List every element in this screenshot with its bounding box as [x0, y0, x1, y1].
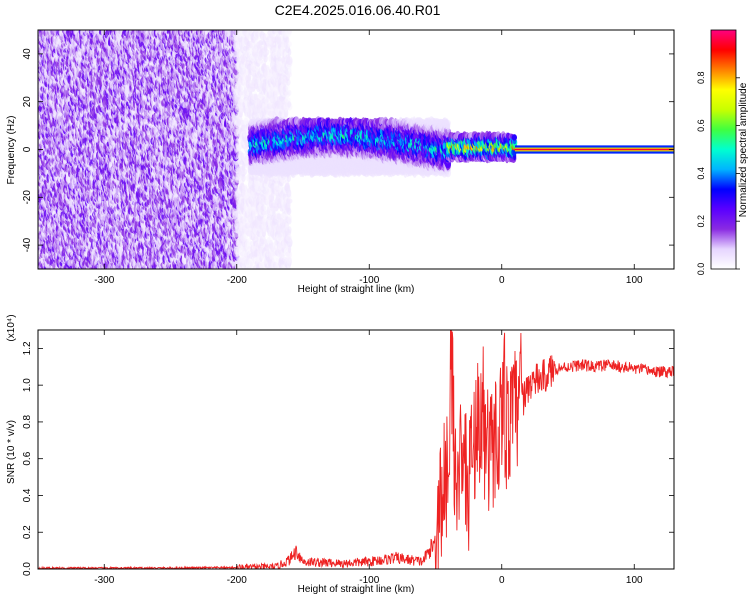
snr-y-tick-label: 0.0 — [22, 562, 33, 576]
colorbar: 0.0 0.2 0.4 0.6 0.8 Normalized spectral ampl… — [696, 30, 749, 275]
spectrogram-region — [247, 116, 451, 178]
colorbar-tick-label: 0.8 — [696, 72, 706, 85]
colorbar-tick-label: 0.2 — [696, 215, 706, 228]
spectrogram-region — [446, 131, 518, 164]
spectrogram-x-tick-label: 100 — [626, 275, 643, 286]
snr-y-tick-label: 1.2 — [22, 341, 33, 355]
snr-x-tick-label: 100 — [626, 575, 643, 586]
spectrogram-y-tick-label: -20 — [22, 190, 33, 205]
snr-y-tick-label: 0.6 — [22, 451, 33, 465]
snr-y-tick-label: 0.8 — [22, 415, 33, 429]
spectrogram-y-tick-label: 20 — [22, 96, 33, 108]
spectrogram-y-tick-label: 0 — [22, 146, 33, 152]
snr-y-tick-label: 1.0 — [22, 378, 33, 392]
snr-y-tick-label: 0.2 — [22, 525, 33, 539]
snr-y-axis-label: SNR (10 * v/v) — [6, 420, 17, 484]
snr-x-tick-label: 0 — [499, 575, 505, 586]
snr-y-tick-label: 0.4 — [22, 488, 33, 502]
colorbar-label: Normalized spectral amplitude — [738, 82, 749, 217]
spectrogram-region — [515, 145, 674, 153]
spectrogram-y-tick-label: -40 — [22, 237, 33, 252]
spectrogram-y-axis-label: Frequency (Hz) — [6, 116, 17, 185]
snr-x-tick-label: -200 — [227, 575, 247, 586]
snr-x-tick-label: -300 — [94, 575, 114, 586]
colorbar-tick-label: 0.4 — [696, 167, 706, 180]
spectrogram-x-tick-label: 0 — [499, 275, 505, 286]
spectrogram-region — [35, 25, 240, 273]
snr-multiplier-label: (x10⁴) — [6, 314, 17, 341]
spectrogram-x-tick-label: -200 — [227, 275, 247, 286]
spectrogram-x-tick-label: -300 — [94, 275, 114, 286]
spectrogram-y-tick-label: 40 — [22, 48, 33, 60]
snr-x-axis-label: Height of straight line (km) — [298, 584, 415, 595]
colorbar-tick-label: 0.6 — [696, 119, 706, 132]
colorbar-tick-label: 0.0 — [696, 263, 706, 276]
spectrogram-x-axis-label: Height of straight line (km) — [298, 284, 415, 295]
